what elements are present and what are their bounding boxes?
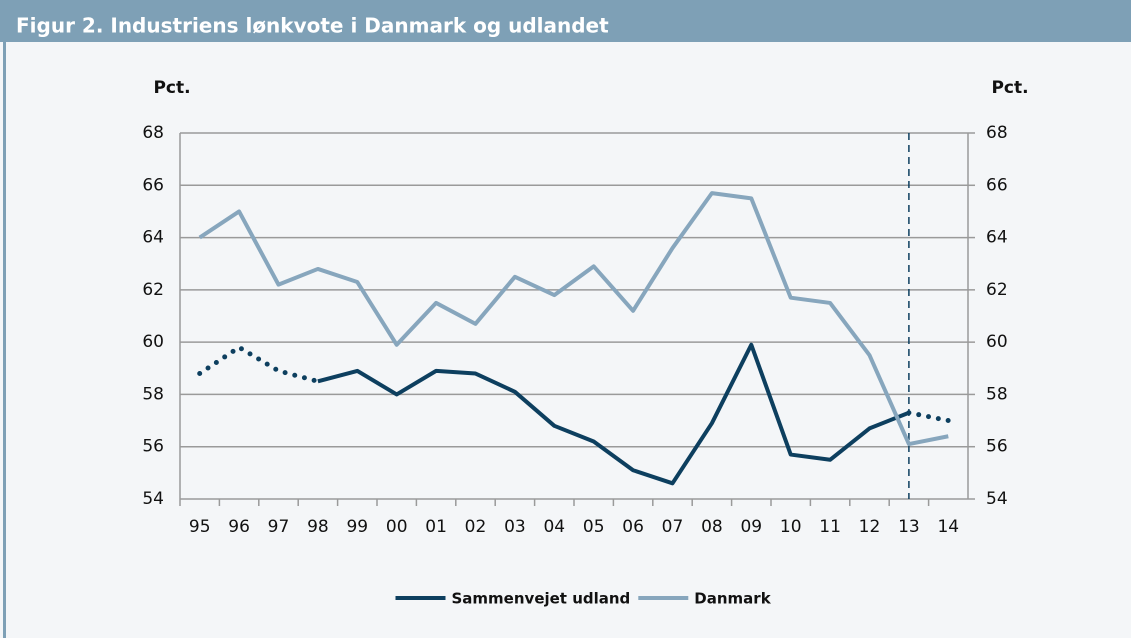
y2-tick-label: 56: [986, 437, 1008, 457]
x-tick-label: 12: [859, 517, 881, 537]
x-tick-label: 10: [780, 517, 802, 537]
y-tick-label: 68: [142, 123, 164, 143]
y2-tick-label: 68: [986, 123, 1008, 143]
x-tick-label: 13: [898, 517, 920, 537]
y2-tick-label: 66: [986, 175, 1008, 195]
x-tick-label: 97: [268, 517, 290, 537]
left-border: [3, 42, 6, 638]
y-tick-label: 60: [142, 332, 164, 352]
header-bar: [0, 0, 1131, 42]
line-series-dotted: [197, 344, 321, 384]
x-tick-label: 95: [189, 517, 211, 537]
x-tick-label: 03: [504, 517, 526, 537]
line-series: [317, 342, 910, 486]
line-series: [198, 191, 949, 447]
y2-tick-label: 58: [986, 384, 1008, 404]
x-tick-label: 99: [346, 517, 368, 537]
x-tick-label: 01: [425, 517, 447, 537]
x-tick-label: 96: [228, 517, 250, 537]
line-series-dotted: [906, 410, 951, 424]
y-tick-label: 64: [142, 228, 164, 248]
x-tick-label: 11: [819, 517, 841, 537]
y2-tick-label: 54: [986, 489, 1008, 509]
y-tick-label: 66: [142, 175, 164, 195]
x-tick-label: 06: [622, 517, 644, 537]
x-tick-label: 00: [386, 517, 408, 537]
x-tick-label: 02: [465, 517, 487, 537]
legend-label: Sammenvejet udland: [452, 590, 631, 608]
y2-axis-label: Pct.: [991, 78, 1028, 98]
y2-tick-label: 64: [986, 228, 1008, 248]
x-tick-label: 09: [740, 517, 762, 537]
chart-title: Figur 2. Industriens lønkvote i Danmark …: [16, 14, 609, 38]
x-tick-label: 05: [583, 517, 605, 537]
x-tick-label: 04: [543, 517, 565, 537]
y-tick-label: 62: [142, 280, 164, 300]
x-tick-label: 08: [701, 517, 723, 537]
x-tick-label: 14: [937, 517, 959, 537]
x-tick-label: 98: [307, 517, 329, 537]
y-tick-label: 56: [142, 437, 164, 457]
x-tick-label: 07: [662, 517, 684, 537]
y2-tick-label: 62: [986, 280, 1008, 300]
y-tick-label: 54: [142, 489, 164, 509]
y-tick-label: 58: [142, 384, 164, 404]
legend-label: Danmark: [694, 590, 771, 608]
y-axis-label: Pct.: [153, 78, 190, 98]
y2-tick-label: 60: [986, 332, 1008, 352]
